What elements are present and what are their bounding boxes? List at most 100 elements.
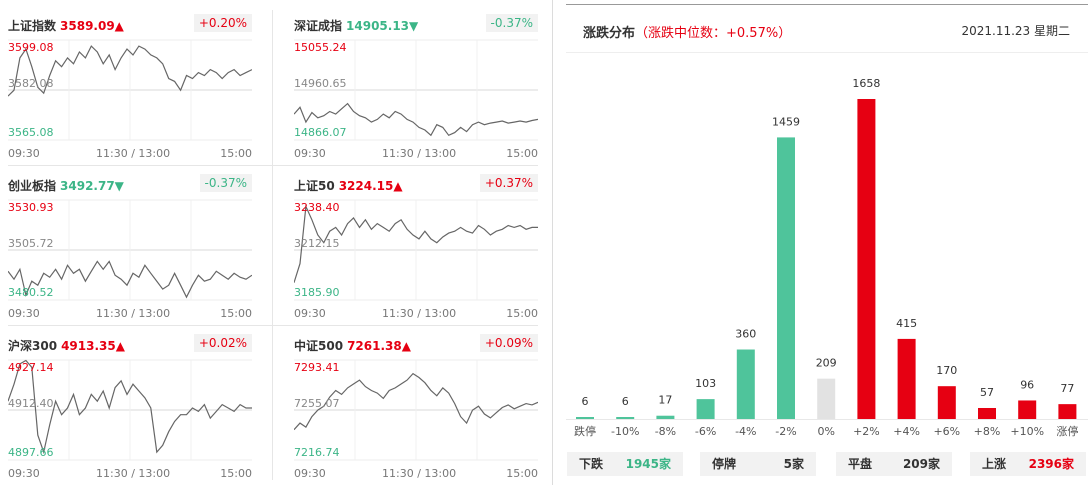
index-name: 创业板指 xyxy=(8,179,57,193)
bar-value-label: 57 xyxy=(980,386,994,399)
bar-value-label: 96 xyxy=(1020,378,1034,391)
category-label: +2% xyxy=(853,425,880,438)
up-arrow-icon: ▲ xyxy=(114,19,124,33)
price-line xyxy=(8,260,252,299)
time-close-label: 15:00 xyxy=(506,147,538,160)
bar[interactable] xyxy=(1018,400,1037,419)
index-name: 上证50 xyxy=(294,179,335,193)
summary-flat: 平盘 209家 xyxy=(836,452,952,476)
mid-label: 4912.40 xyxy=(8,397,54,410)
bar[interactable] xyxy=(937,386,956,419)
intraday-line-chart xyxy=(294,39,538,141)
category-label: +6% xyxy=(933,425,960,438)
category-label: 跌停 xyxy=(574,424,596,438)
low-label: 3565.08 xyxy=(8,126,54,139)
intraday-line-chart xyxy=(294,199,538,301)
category-label: +4% xyxy=(893,425,920,438)
up-arrow-icon: ▲ xyxy=(393,179,403,193)
index-value: 7261.38▲ xyxy=(347,339,411,353)
bar[interactable] xyxy=(616,417,635,419)
median-change-subtitle: （涨跌中位数：+0.57%） xyxy=(635,26,792,41)
high-label: 7293.41 xyxy=(294,361,340,374)
index-value: 3589.09▲ xyxy=(60,19,124,33)
trade-date: 2021.11.23 星期二 xyxy=(961,24,1070,38)
index-value: 14905.13▼ xyxy=(346,19,419,33)
bar-value-label: 17 xyxy=(658,394,672,407)
bar[interactable] xyxy=(696,399,715,419)
category-label: -10% xyxy=(611,425,639,438)
bar-value-label: 77 xyxy=(1060,382,1074,395)
time-close-label: 15:00 xyxy=(506,467,538,480)
intraday-line-chart xyxy=(8,359,252,461)
change-percent-badge: +0.02% xyxy=(193,334,252,352)
price-line xyxy=(294,372,538,431)
bar[interactable] xyxy=(1058,404,1077,419)
category-label: -4% xyxy=(735,425,756,438)
price-line xyxy=(8,359,252,455)
category-label: 涨停 xyxy=(1056,424,1078,438)
index-panel[interactable]: 深证成指 14905.13▼ -0.37% 15055.24 14960.65 1… xyxy=(294,14,538,164)
summary-up: 上涨 2396家 xyxy=(970,452,1086,476)
price-line xyxy=(294,204,538,283)
mid-label: 3212.15 xyxy=(294,237,340,250)
low-label: 7216.74 xyxy=(294,446,340,459)
mid-label: 7255.07 xyxy=(294,397,340,410)
index-value: 3492.77▼ xyxy=(60,179,124,193)
change-percent-badge: +0.20% xyxy=(193,14,252,32)
time-midday-label: 11:30 / 13:00 xyxy=(382,147,457,160)
mid-label: 3582.08 xyxy=(8,77,54,90)
time-open-label: 09:30 xyxy=(294,147,326,160)
bar-value-label: 103 xyxy=(695,377,716,390)
index-name: 沪深300 xyxy=(8,339,58,353)
distribution-title: 涨跌分布（涨跌中位数：+0.57%） xyxy=(583,26,792,41)
down-arrow-icon: ▼ xyxy=(114,179,124,193)
index-header: 上证50 3224.15▲ +0.37% xyxy=(294,174,538,196)
time-midday-label: 11:30 / 13:00 xyxy=(382,307,457,320)
index-value: 3224.15▲ xyxy=(338,179,403,193)
time-midday-label: 11:30 / 13:00 xyxy=(96,307,171,320)
index-panel[interactable]: 创业板指 3492.77▼ -0.37% 3530.93 3505.72 3480… xyxy=(8,174,252,324)
intraday-line-chart xyxy=(8,39,252,141)
high-label: 3599.08 xyxy=(8,41,54,54)
change-percent-badge: +0.09% xyxy=(479,334,538,352)
high-label: 3238.40 xyxy=(294,201,340,214)
category-label: -6% xyxy=(695,425,716,438)
intraday-line-chart xyxy=(294,359,538,461)
bar[interactable] xyxy=(736,349,755,419)
index-panel[interactable]: 中证500 7261.38▲ +0.09% 7293.41 7255.07 721… xyxy=(294,334,538,484)
time-open-label: 09:30 xyxy=(294,307,326,320)
change-percent-badge: -0.37% xyxy=(199,174,252,192)
bar[interactable] xyxy=(978,407,996,419)
price-line xyxy=(294,102,538,137)
bar[interactable] xyxy=(857,99,876,419)
index-panel[interactable]: 上证指数 3589.09▲ +0.20% 3599.08 3582.08 3565… xyxy=(8,14,252,164)
summary-down: 下跌 1945家 xyxy=(567,452,683,476)
time-close-label: 15:00 xyxy=(220,147,252,160)
time-open-label: 09:30 xyxy=(294,467,326,480)
divider xyxy=(566,52,1088,53)
low-label: 4897.66 xyxy=(8,446,54,459)
bar[interactable] xyxy=(897,338,916,419)
index-header: 上证指数 3589.09▲ +0.20% xyxy=(8,14,252,36)
index-panel[interactable]: 上证50 3224.15▲ +0.37% 3238.40 3212.15 3185… xyxy=(294,174,538,324)
index-name: 中证500 xyxy=(294,339,344,353)
time-midday-label: 11:30 / 13:00 xyxy=(96,147,171,160)
time-close-label: 15:00 xyxy=(220,307,252,320)
category-label: +8% xyxy=(974,425,1001,438)
index-value: 4913.35▲ xyxy=(61,339,125,353)
time-open-label: 09:30 xyxy=(8,307,40,320)
mid-label: 14960.65 xyxy=(294,77,347,90)
bar-value-label: 360 xyxy=(735,328,756,341)
category-label: -8% xyxy=(655,425,676,438)
bar[interactable] xyxy=(777,137,795,419)
bar-value-label: 170 xyxy=(936,364,957,377)
index-panel[interactable]: 沪深300 4913.35▲ +0.02% 4927.14 4912.40 489… xyxy=(8,334,252,484)
price-line xyxy=(8,45,252,97)
down-arrow-icon: ▼ xyxy=(409,19,419,33)
high-label: 3530.93 xyxy=(8,201,54,214)
bar[interactable] xyxy=(817,378,836,419)
bar[interactable] xyxy=(656,415,675,419)
divider xyxy=(552,0,553,485)
bar[interactable] xyxy=(576,417,594,419)
distribution-bar-chart: 6 跌停 6 -10% 17 -8% 103 -6% 360 -4% 1459 -2% 209 0% 165… xyxy=(566,77,1088,438)
